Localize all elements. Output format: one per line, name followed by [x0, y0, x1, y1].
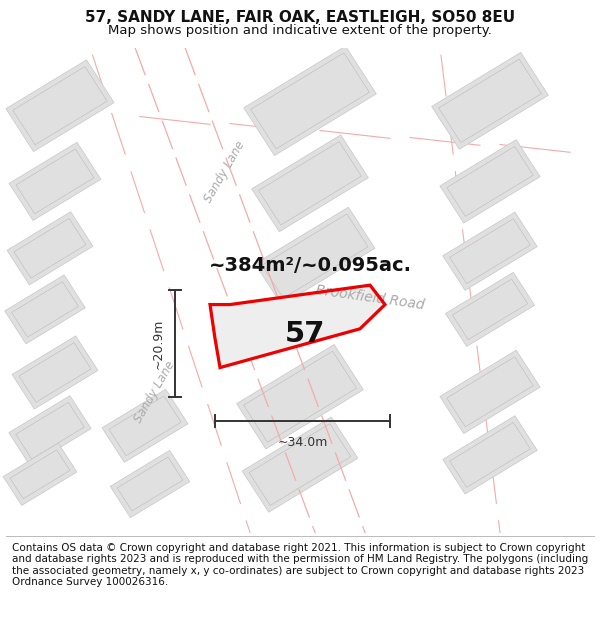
- Text: 57, SANDY LANE, FAIR OAK, EASTLEIGH, SO50 8EU: 57, SANDY LANE, FAIR OAK, EASTLEIGH, SO5…: [85, 11, 515, 26]
- Text: 57: 57: [285, 319, 325, 348]
- Polygon shape: [9, 142, 101, 221]
- Polygon shape: [440, 140, 540, 223]
- Polygon shape: [242, 417, 358, 512]
- Polygon shape: [7, 212, 93, 285]
- Polygon shape: [102, 389, 188, 462]
- Polygon shape: [251, 135, 368, 232]
- Polygon shape: [255, 208, 375, 305]
- Polygon shape: [9, 396, 91, 466]
- Text: Sandy Lane: Sandy Lane: [202, 139, 248, 205]
- Polygon shape: [6, 60, 114, 151]
- Text: ~384m²/~0.095ac.: ~384m²/~0.095ac.: [209, 256, 412, 275]
- Polygon shape: [443, 416, 537, 494]
- Polygon shape: [12, 336, 98, 409]
- Polygon shape: [445, 272, 535, 346]
- Polygon shape: [135, 48, 315, 532]
- Text: ~34.0m: ~34.0m: [277, 436, 328, 449]
- Text: Contains OS data © Crown copyright and database right 2021. This information is : Contains OS data © Crown copyright and d…: [12, 542, 588, 588]
- Text: Map shows position and indicative extent of the property.: Map shows position and indicative extent…: [108, 24, 492, 37]
- Text: Sandy Lane: Sandy Lane: [132, 359, 178, 425]
- Polygon shape: [100, 271, 600, 353]
- Polygon shape: [3, 443, 77, 506]
- Polygon shape: [5, 275, 85, 344]
- Polygon shape: [210, 285, 385, 368]
- Polygon shape: [110, 451, 190, 518]
- Polygon shape: [443, 212, 537, 291]
- Polygon shape: [431, 52, 548, 149]
- Polygon shape: [244, 46, 376, 156]
- Text: Brookfield Road: Brookfield Road: [314, 283, 425, 312]
- Polygon shape: [440, 350, 540, 434]
- Polygon shape: [236, 344, 364, 449]
- Text: ~20.9m: ~20.9m: [152, 318, 165, 369]
